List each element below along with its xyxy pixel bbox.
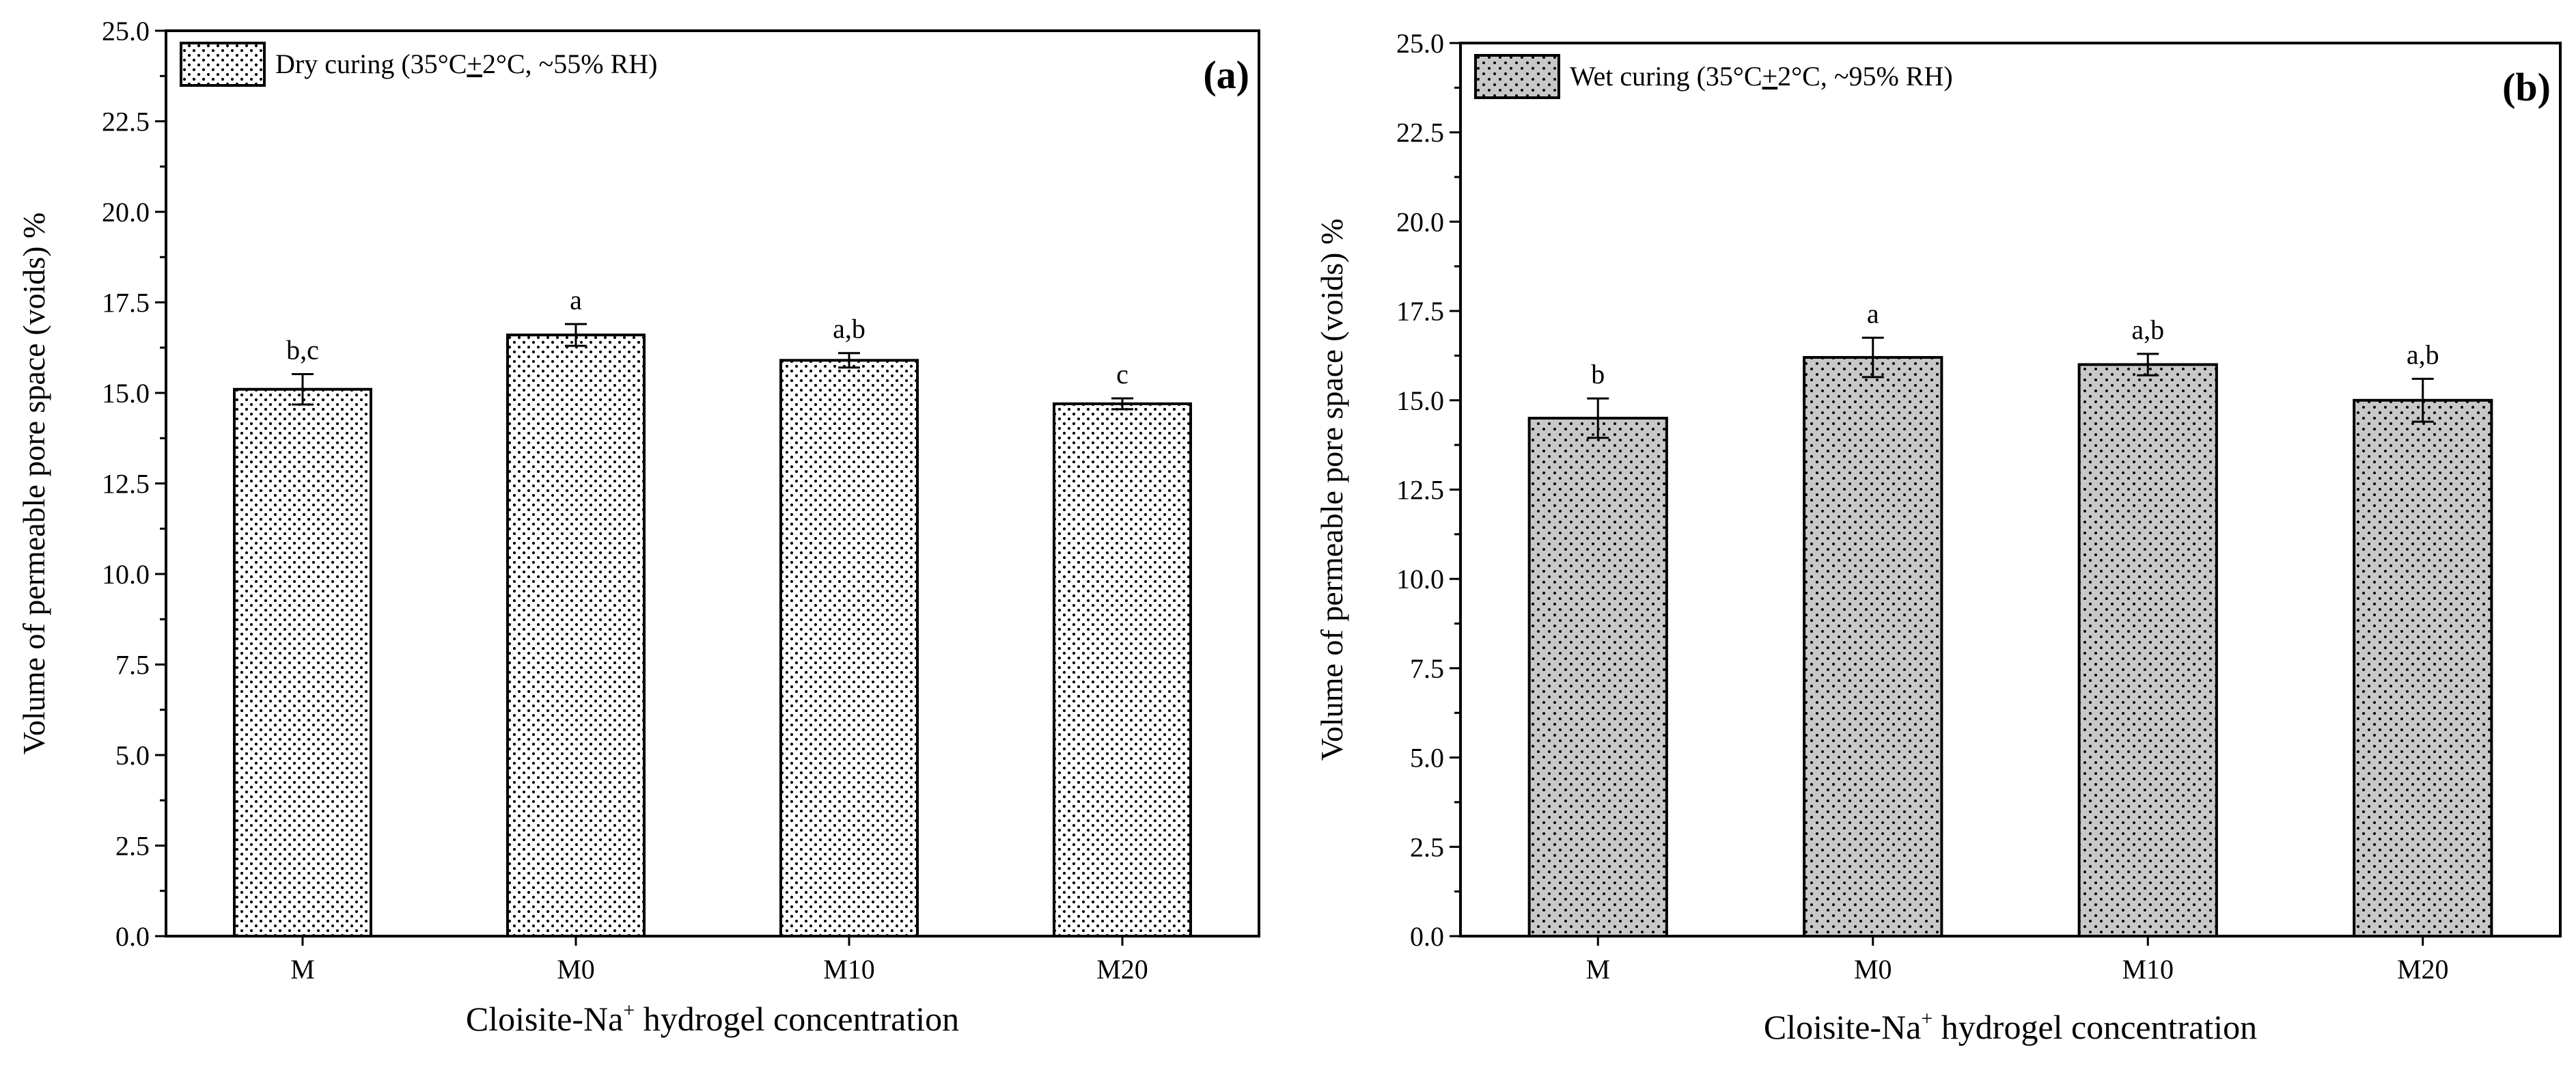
bar: [1053, 402, 1192, 938]
y-axis-label: Volume of permeable pore space (voids) %: [16, 213, 51, 755]
y-tick-label: 0.0: [1410, 921, 1444, 952]
panel-label: (b): [2502, 65, 2551, 109]
significance-letter: a: [570, 284, 582, 315]
bar: [233, 387, 372, 938]
y-tick-label: 20.0: [102, 197, 150, 228]
chart-panel-a: 0.0 2.5 5.0 7.5 10.0 12.5 15.0 17.5 20.0 22.5 25.0…: [16, 16, 1260, 1038]
y-tick-label: 22.5: [1396, 118, 1444, 148]
x-tick-label: M0: [557, 954, 595, 985]
superscript-plus: +: [1921, 1007, 1933, 1030]
y-tick-label: 5.0: [115, 740, 150, 771]
significance-letter: a: [1867, 298, 1879, 329]
legend-label: Dry curing (35°C+2°C, ~55% RH): [275, 49, 657, 79]
x-tick-label: M: [290, 954, 315, 985]
significance-letter: a,b: [2407, 339, 2439, 370]
legend-label-rest: 2°C, ~55% RH): [482, 49, 658, 79]
superscript-plus: +: [623, 999, 635, 1022]
x-axis-label: Cloisite-Na+ hydrogel concentration: [466, 999, 959, 1038]
y-tick-label: 25.0: [102, 16, 150, 46]
significance-letter: b: [1591, 359, 1605, 389]
plus-minus-sign: +: [1762, 61, 1778, 92]
legend-label-rest: 2°C, ~95% RH): [1777, 61, 1953, 92]
panel-label: (a): [1203, 53, 1249, 97]
x-tick-label: M20: [1096, 954, 1148, 985]
y-tick-label: 25.0: [1396, 28, 1444, 59]
y-tick-label: 2.5: [1410, 832, 1444, 862]
legend-label: Wet curing (35°C+2°C, ~95% RH): [1570, 61, 1953, 92]
bar: [2077, 363, 2218, 938]
bar: [1803, 356, 1943, 938]
y-tick-label: 5.0: [1410, 743, 1444, 774]
bar: [779, 359, 919, 938]
plot-frame: [165, 29, 1260, 938]
x-tick-label: M: [1585, 954, 1610, 985]
plot-frame: [1459, 42, 2562, 938]
significance-letter: b,c: [286, 334, 319, 365]
x-axis-label-rest: hydrogel concentration: [1933, 1008, 2257, 1046]
y-tick-label: 10.0: [1396, 564, 1444, 594]
legend-swatch: [180, 42, 266, 87]
bar: [2353, 398, 2493, 938]
plus-minus-sign: +: [467, 49, 482, 79]
significance-letter: a,b: [2131, 314, 2164, 345]
y-tick-label: 17.5: [1396, 296, 1444, 327]
y-tick-label: 15.0: [1396, 385, 1444, 416]
y-tick-label: 12.5: [1396, 475, 1444, 506]
significance-letter: c: [1116, 359, 1128, 389]
y-tick-label: 20.0: [1396, 206, 1444, 237]
y-tick-label: 12.5: [102, 469, 150, 500]
x-tick-label: M10: [823, 954, 875, 985]
x-axis-label: Cloisite-Na+ hydrogel concentration: [1764, 1007, 2257, 1046]
y-tick-label: 10.0: [102, 559, 150, 590]
legend-swatch: [1474, 54, 1560, 99]
x-axis-label-rest: hydrogel concentration: [635, 1000, 959, 1038]
y-tick-label: 15.0: [102, 378, 150, 409]
y-tick-label: 17.5: [102, 288, 150, 318]
x-tick-label: M20: [2397, 954, 2449, 985]
chart-panel-b: 0.0 2.5 5.0 7.5 10.0 12.5 15.0 17.5 20.0 22.5 25.0…: [1314, 28, 2562, 1046]
y-tick-label: 2.5: [115, 831, 150, 862]
x-tick-label: M10: [2122, 954, 2174, 985]
bar: [506, 333, 646, 938]
y-tick-label: 7.5: [115, 650, 150, 681]
bar: [1527, 416, 1668, 938]
y-tick-label: 0.0: [115, 921, 150, 952]
y-tick-label: 7.5: [1410, 653, 1444, 684]
x-tick-label: M0: [1854, 954, 1892, 985]
y-tick-label: 22.5: [102, 107, 150, 137]
significance-letter: a,b: [833, 314, 865, 344]
y-axis-label: Volume of permeable pore space (voids) %: [1314, 219, 1349, 761]
